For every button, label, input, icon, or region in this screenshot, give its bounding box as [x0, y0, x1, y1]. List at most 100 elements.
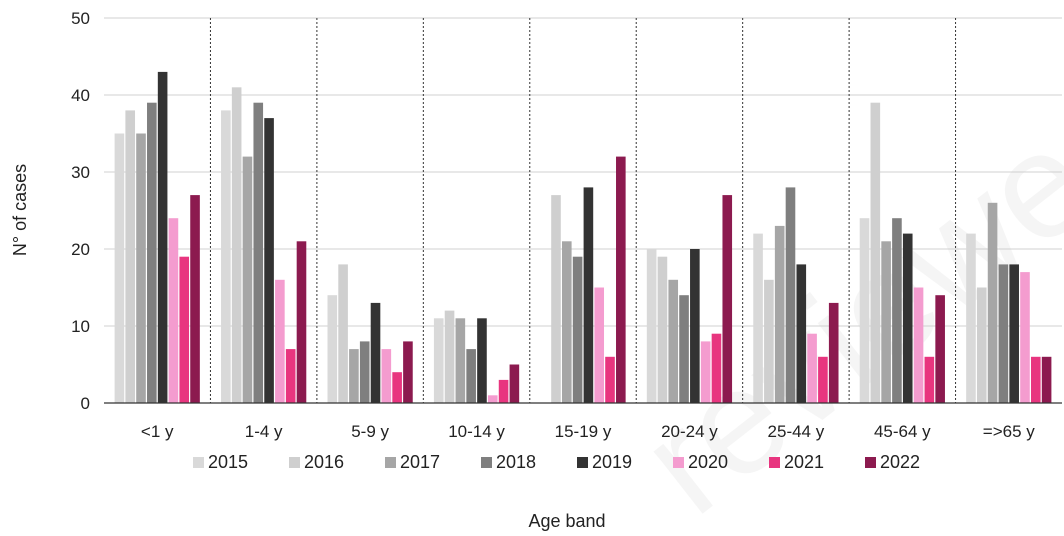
bar-2018-25-44 y [786, 187, 796, 403]
bar-2019-=>65 y [1009, 264, 1019, 403]
legend-entry-2015: 2015 [193, 452, 248, 472]
bar-2020-<1 y [169, 218, 179, 403]
bar-2015-10-14 y [434, 318, 444, 403]
bar-2018-=>65 y [999, 264, 1009, 403]
bar-2019-1-4 y [264, 118, 274, 403]
x-tick-label: 20-24 y [661, 422, 718, 441]
legend-label: 2022 [880, 452, 920, 472]
bar-2022-20-24 y [722, 195, 732, 403]
bar-2022-45-64 y [935, 295, 945, 403]
legend-entry-2022: 2022 [865, 452, 920, 472]
bar-2021-<1 y [179, 257, 189, 403]
bar-2016-25-44 y [764, 280, 774, 403]
legend-label: 2020 [688, 452, 728, 472]
bar-2016-5-9 y [338, 264, 348, 403]
bar-2016-45-64 y [871, 103, 881, 403]
legend-label: 2021 [784, 452, 824, 472]
bar-2016-=>65 y [977, 288, 987, 404]
bars [115, 72, 1052, 403]
bar-2022-1-4 y [297, 241, 307, 403]
legend-swatch [193, 457, 204, 468]
x-axis-title: Age band [528, 511, 605, 531]
bar-2020-15-19 y [594, 288, 604, 404]
bar-2022-10-14 y [510, 365, 520, 404]
x-tick-label: 25-44 y [768, 422, 825, 441]
bar-2018-20-24 y [679, 295, 689, 403]
bar-2015-=>65 y [966, 234, 976, 403]
bar-2016-20-24 y [658, 257, 668, 403]
x-tick-label: 15-19 y [555, 422, 612, 441]
bar-2019-25-44 y [796, 264, 806, 403]
x-axis: <1 y 1-4 y 5-9 y 10-14 y 15-19 y 20-24 y 25-44… [141, 422, 1035, 441]
x-tick-label: 5-9 y [351, 422, 389, 441]
legend: 2015 2016 2017 2018 2019 2020 2021 2022 [193, 452, 920, 472]
bar-2019-45-64 y [903, 234, 913, 403]
legend-swatch [865, 457, 876, 468]
bar-2022-15-19 y [616, 157, 626, 403]
legend-swatch [289, 457, 300, 468]
bar-2019-5-9 y [371, 303, 381, 403]
bar-2016-15-19 y [551, 195, 561, 403]
y-tick-label: 0 [81, 394, 90, 413]
bar-2018-45-64 y [892, 218, 902, 403]
legend-entry-2017: 2017 [385, 452, 440, 472]
bar-2015-25-44 y [753, 234, 763, 403]
bar-2017-45-64 y [881, 241, 891, 403]
legend-label: 2017 [400, 452, 440, 472]
legend-label: 2018 [496, 452, 536, 472]
bar-2018-10-14 y [466, 349, 476, 403]
bar-2019-15-19 y [584, 187, 594, 403]
bar-2020-10-14 y [488, 395, 498, 403]
bar-2016-1-4 y [232, 87, 242, 403]
bar-2021-=>65 y [1031, 357, 1041, 403]
y-tick-label: 50 [71, 9, 90, 28]
y-axis-title: N° of cases [10, 164, 30, 256]
legend-swatch [673, 457, 684, 468]
bar-2021-10-14 y [499, 380, 509, 403]
bar-2017-<1 y [136, 134, 146, 404]
bar-2018-15-19 y [573, 257, 583, 403]
bar-2020-20-24 y [701, 341, 711, 403]
x-tick-label: 1-4 y [245, 422, 283, 441]
bar-2015-20-24 y [647, 249, 657, 403]
bar-2018-5-9 y [360, 341, 370, 403]
bar-2021-45-64 y [925, 357, 935, 403]
legend-entry-2018: 2018 [481, 452, 536, 472]
bar-2016-<1 y [125, 110, 135, 403]
y-tick-label: 20 [71, 240, 90, 259]
bar-2022-25-44 y [829, 303, 839, 403]
bar-2017-20-24 y [668, 280, 678, 403]
x-tick-label: 45-64 y [874, 422, 931, 441]
bar-2015-1-4 y [221, 110, 231, 403]
bar-2020-45-64 y [914, 288, 924, 404]
bar-2018-1-4 y [253, 103, 263, 403]
bar-2022-5-9 y [403, 341, 413, 403]
bar-2021-1-4 y [286, 349, 296, 403]
x-tick-label: 10-14 y [448, 422, 505, 441]
bar-2019-20-24 y [690, 249, 700, 403]
y-tick-label: 30 [71, 163, 90, 182]
bar-2017-5-9 y [349, 349, 359, 403]
bar-2015-5-9 y [327, 295, 337, 403]
bar-2021-15-19 y [605, 357, 615, 403]
bar-2022-<1 y [190, 195, 200, 403]
y-axis: 01020304050 [71, 9, 90, 413]
bar-2020-=>65 y [1020, 272, 1030, 403]
bar-2017-=>65 y [988, 203, 998, 403]
bar-2019-<1 y [158, 72, 168, 403]
bar-2017-25-44 y [775, 226, 785, 403]
bar-2020-5-9 y [382, 349, 392, 403]
bar-2022-=>65 y [1042, 357, 1052, 403]
legend-swatch [481, 457, 492, 468]
bar-2021-5-9 y [392, 372, 402, 403]
bar-2019-10-14 y [477, 318, 487, 403]
legend-entry-2016: 2016 [289, 452, 344, 472]
legend-label: 2019 [592, 452, 632, 472]
legend-label: 2016 [304, 452, 344, 472]
legend-entry-2019: 2019 [577, 452, 632, 472]
y-tick-label: 40 [71, 86, 90, 105]
x-tick-label: =>65 y [983, 422, 1035, 441]
bar-2017-15-19 y [562, 241, 572, 403]
bar-2018-<1 y [147, 103, 157, 403]
